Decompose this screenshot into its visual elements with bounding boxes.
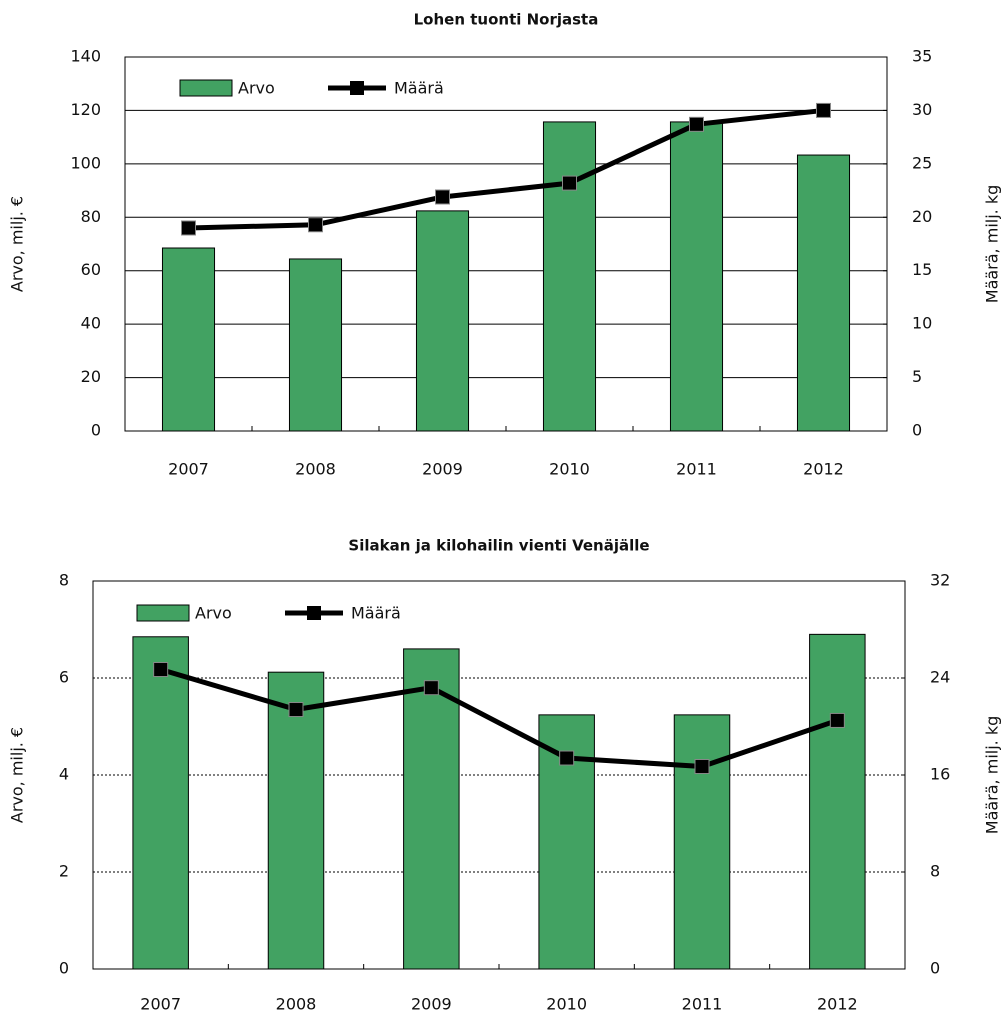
- x-tick-label: 2012: [803, 460, 844, 479]
- line-marker: [559, 750, 575, 766]
- line-marker: [816, 102, 831, 118]
- bar: [796, 154, 851, 432]
- y-tick-label: 140: [70, 47, 101, 66]
- y-tick-label: 120: [70, 100, 101, 119]
- legend-marker: [350, 81, 364, 95]
- y2-tick-label: 0: [912, 421, 922, 440]
- x-tick-label: 2010: [549, 460, 590, 479]
- legend-label: Määrä: [351, 604, 401, 623]
- y-axis-label: Arvo, milj. €: [8, 196, 27, 292]
- line-marker: [308, 217, 323, 233]
- y2-tick-label: 30: [912, 100, 932, 119]
- x-tick-label: 2011: [682, 995, 723, 1014]
- y-tick-label: 8: [59, 571, 69, 590]
- y2-axis-label: Määrä, milj. kg: [983, 716, 1002, 834]
- line: [159, 667, 839, 770]
- legend-label: Määrä: [394, 79, 444, 98]
- y2-tick-label: 35: [912, 47, 932, 66]
- bar: [267, 671, 325, 970]
- y2-tick-label: 8: [930, 862, 940, 881]
- y-tick-label: 0: [91, 421, 101, 440]
- y-tick-label: 4: [59, 765, 69, 784]
- line: [188, 107, 824, 231]
- line-marker: [435, 189, 450, 205]
- y-tick-label: 2: [59, 862, 69, 881]
- y-tick-label: 100: [70, 153, 101, 172]
- bar: [132, 636, 189, 970]
- y-tick-label: 0: [59, 959, 69, 978]
- y2-axis-label: Määrä, milj. kg: [983, 185, 1002, 303]
- y-tick-label: 40: [81, 314, 101, 333]
- bar: [673, 714, 731, 970]
- bar: [542, 121, 597, 432]
- y-tick-label: 20: [81, 367, 101, 386]
- line-marker: [153, 662, 169, 678]
- chart-title: Lohen tuonti Norjasta: [414, 11, 599, 29]
- x-tick-label: 2010: [546, 995, 587, 1014]
- y2-tick-label: 10: [912, 314, 932, 333]
- y2-tick-label: 25: [912, 153, 932, 172]
- legend-swatch: [179, 79, 233, 97]
- line-marker: [829, 712, 845, 728]
- y2-tick-label: 15: [912, 260, 932, 279]
- legend-label: Arvo: [238, 79, 275, 98]
- chart-title: Silakan ja kilohailin vienti Venäjälle: [348, 537, 649, 555]
- y-tick-label: 60: [81, 260, 101, 279]
- line-marker: [689, 116, 704, 132]
- x-tick-label: 2011: [676, 460, 717, 479]
- bar: [288, 258, 343, 432]
- x-tick-label: 2007: [140, 995, 181, 1014]
- y-axis-label: Arvo, milj. €: [8, 727, 27, 823]
- x-tick-label: 2012: [817, 995, 858, 1014]
- y2-tick-label: 32: [930, 571, 950, 590]
- y2-tick-label: 16: [930, 765, 950, 784]
- bar: [415, 210, 470, 432]
- y2-tick-label: 24: [930, 668, 950, 687]
- legend-swatch: [136, 604, 190, 622]
- line-marker: [288, 702, 304, 718]
- line-marker: [181, 220, 196, 236]
- y2-tick-label: 20: [912, 207, 932, 226]
- bar: [669, 121, 724, 432]
- y2-tick-label: 0: [930, 959, 940, 978]
- x-tick-label: 2009: [411, 995, 452, 1014]
- x-tick-label: 2008: [276, 995, 317, 1014]
- y2-tick-label: 5: [912, 367, 922, 386]
- legend-label: Arvo: [195, 604, 232, 623]
- x-tick-label: 2008: [295, 460, 336, 479]
- x-tick-label: 2009: [422, 460, 463, 479]
- bar: [403, 648, 460, 970]
- plot-frame: [124, 56, 888, 432]
- x-tick-label: 2007: [168, 460, 209, 479]
- bar: [161, 247, 216, 432]
- y-tick-label: 6: [59, 668, 69, 687]
- line-marker: [694, 759, 710, 775]
- legend-marker: [307, 606, 321, 620]
- line-marker: [423, 680, 439, 696]
- y-tick-label: 80: [81, 207, 101, 226]
- line-marker: [562, 175, 577, 191]
- bar: [809, 633, 866, 970]
